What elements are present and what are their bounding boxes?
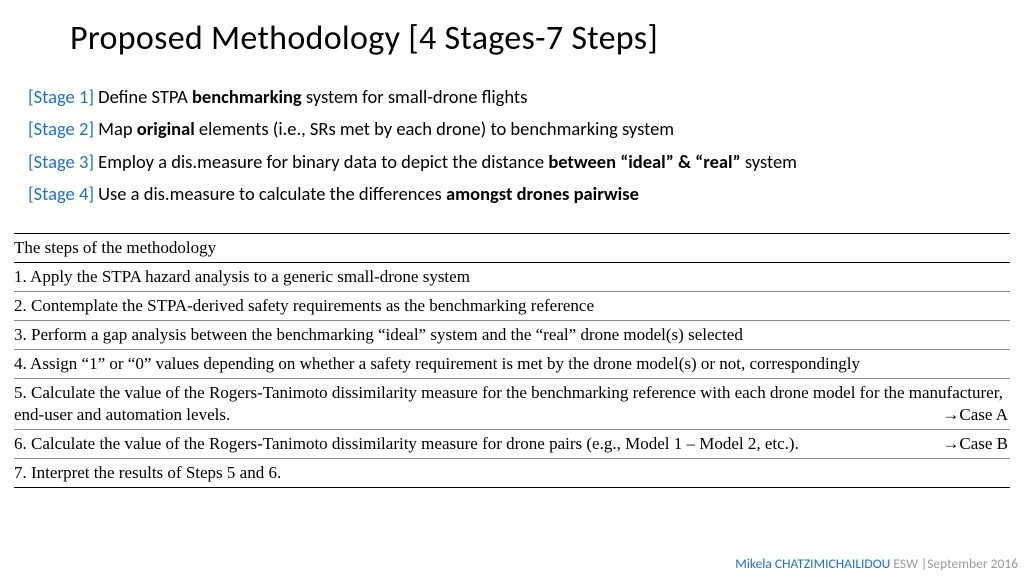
- case-label: →Case A: [942, 404, 1008, 426]
- stage-text-post: elements (i.e., SRs met by each drone) t…: [195, 117, 674, 140]
- step-row: 5. Calculate the value of the Rogers-Tan…: [14, 379, 1010, 430]
- stage-label: [Stage 2]: [28, 117, 94, 140]
- stage-line: [Stage 1] Define STPA benchmarking syste…: [28, 81, 1024, 113]
- step-row: 7. Interpret the results of Steps 5 and …: [14, 459, 1010, 488]
- step-row: 6. Calculate the value of the Rogers-Tan…: [14, 430, 1010, 459]
- stage-text-pre: Define STPA: [94, 85, 192, 108]
- stage-text-post: system: [741, 150, 797, 173]
- stage-line: [Stage 4] Use a dis.measure to calculate…: [28, 178, 1024, 210]
- slide-title: Proposed Methodology [4 Stages-7 Steps]: [0, 0, 1024, 59]
- slide: Proposed Methodology [4 Stages-7 Steps] …: [0, 0, 1024, 576]
- stage-text-pre: Employ a dis.measure for binary data to …: [94, 150, 548, 173]
- stage-text-bold: amongst drones pairwise: [446, 182, 639, 205]
- stage-text-bold: benchmarking: [192, 85, 302, 108]
- step-text: 1. Apply the STPA hazard analysis to a g…: [14, 267, 470, 286]
- stage-line: [Stage 2] Map original elements (i.e., S…: [28, 113, 1024, 145]
- steps-table: The steps of the methodology 1. Apply th…: [14, 233, 1010, 489]
- stage-line: [Stage 3] Employ a dis.measure for binar…: [28, 146, 1024, 178]
- stage-text-bold: between “ideal” & “real”: [548, 150, 740, 173]
- stage-label: [Stage 1]: [28, 85, 94, 108]
- slide-footer: Mikela CHATZIMICHAILIDOU ESW |September …: [735, 555, 1018, 572]
- case-label: →Case B: [942, 433, 1008, 455]
- stage-text-bold: original: [137, 117, 195, 140]
- step-row: 1. Apply the STPA hazard analysis to a g…: [14, 263, 1010, 292]
- stage-text-pre: Map: [94, 117, 137, 140]
- footer-rest: ESW |September 2016: [890, 555, 1018, 572]
- stage-text-pre: Use a dis.measure to calculate the diffe…: [94, 182, 446, 205]
- footer-author: Mikela CHATZIMICHAILIDOU: [735, 555, 890, 572]
- stages-list: [Stage 1] Define STPA benchmarking syste…: [0, 59, 1024, 211]
- stage-label: [Stage 3]: [28, 150, 94, 173]
- stage-label: [Stage 4]: [28, 182, 94, 205]
- step-row: 4. Assign “1” or “0” values depending on…: [14, 350, 1010, 379]
- steps-table-header: The steps of the methodology: [14, 233, 1010, 263]
- stage-text-post: system for small-drone flights: [302, 85, 528, 108]
- step-text: 6. Calculate the value of the Rogers-Tan…: [14, 434, 799, 453]
- step-text: 2. Contemplate the STPA-derived safety r…: [14, 296, 594, 315]
- step-row: 3. Perform a gap analysis between the be…: [14, 321, 1010, 350]
- step-text: 5. Calculate the value of the Rogers-Tan…: [14, 383, 1003, 424]
- step-text: 4. Assign “1” or “0” values depending on…: [14, 354, 860, 373]
- step-row: 2. Contemplate the STPA-derived safety r…: [14, 292, 1010, 321]
- step-text: 7. Interpret the results of Steps 5 and …: [14, 463, 281, 482]
- step-text: 3. Perform a gap analysis between the be…: [14, 325, 743, 344]
